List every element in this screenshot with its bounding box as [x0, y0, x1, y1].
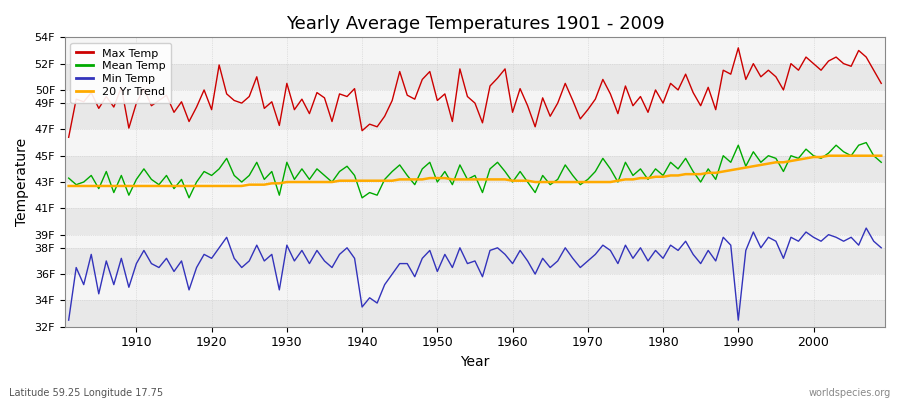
Bar	[65, 156, 885, 182]
X-axis label: Year: Year	[460, 355, 490, 369]
Bar	[65, 248, 885, 274]
Bar	[65, 64, 885, 90]
Bar	[65, 90, 885, 103]
Y-axis label: Temperature: Temperature	[15, 138, 29, 226]
Title: Yearly Average Temperatures 1901 - 2009: Yearly Average Temperatures 1901 - 2009	[285, 15, 664, 33]
Legend: Max Temp, Mean Temp, Min Temp, 20 Yr Trend: Max Temp, Mean Temp, Min Temp, 20 Yr Tre…	[70, 43, 171, 103]
Bar	[65, 235, 885, 248]
Bar	[65, 274, 885, 300]
Bar	[65, 37, 885, 64]
Text: Latitude 59.25 Longitude 17.75: Latitude 59.25 Longitude 17.75	[9, 388, 163, 398]
Bar	[65, 300, 885, 327]
Bar	[65, 103, 885, 130]
Bar	[65, 130, 885, 156]
Bar	[65, 182, 885, 208]
Bar	[65, 208, 885, 235]
Text: worldspecies.org: worldspecies.org	[809, 388, 891, 398]
